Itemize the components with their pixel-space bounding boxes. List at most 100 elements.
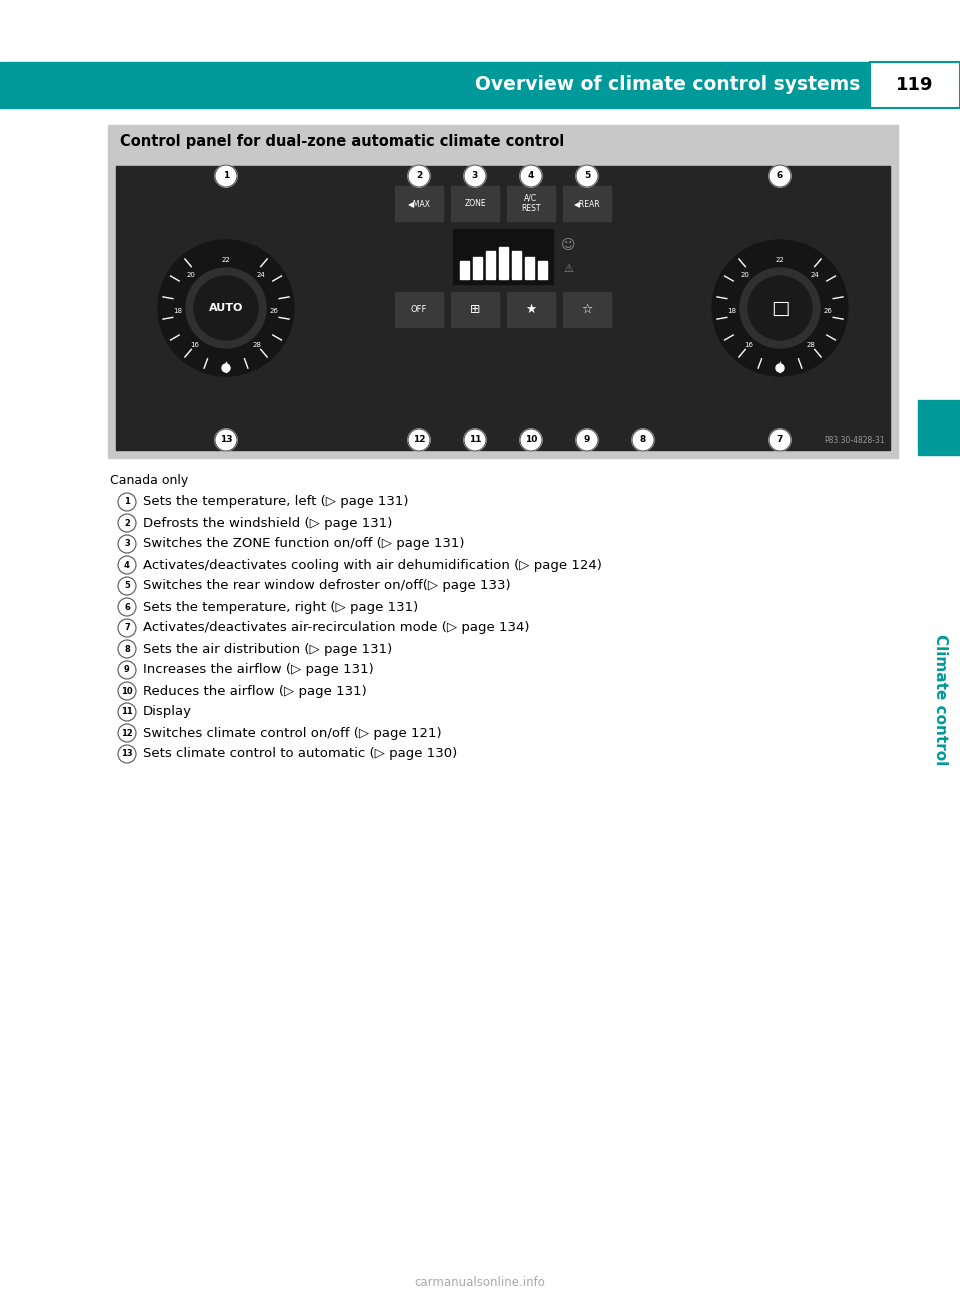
Text: 2: 2 [416,172,422,181]
Bar [108,158,898,458]
Circle shape [118,493,136,510]
Bar [507,292,555,327]
Text: Increases the airflow (▷ page 131): Increases the airflow (▷ page 131) [143,664,373,677]
Circle shape [464,428,486,450]
Bar [395,292,443,327]
Circle shape [118,598,136,616]
Text: 1: 1 [124,497,130,506]
Circle shape [118,618,136,637]
Text: ◀MAX: ◀MAX [407,199,430,208]
Circle shape [520,428,542,450]
Text: ZONE: ZONE [465,199,486,208]
Circle shape [520,165,542,187]
Bar [472,256,482,279]
Text: carmanualsonline.info: carmanualsonline.info [415,1276,545,1289]
Circle shape [748,276,812,340]
Text: 6: 6 [777,172,783,181]
Bar [512,251,520,279]
Text: □: □ [771,298,789,318]
Circle shape [712,240,848,376]
Bar [524,256,534,279]
Text: Defrosts the windshield (▷ page 131): Defrosts the windshield (▷ page 131) [143,517,393,530]
Text: Switches the rear window defroster on/off(▷ page 133): Switches the rear window defroster on/of… [143,579,511,592]
Text: 10: 10 [525,435,538,444]
Circle shape [118,724,136,742]
Circle shape [118,661,136,680]
Text: 28: 28 [252,341,261,348]
Text: Sets the temperature, right (▷ page 131): Sets the temperature, right (▷ page 131) [143,600,419,613]
Text: 1: 1 [223,172,229,181]
Circle shape [576,165,598,187]
Text: Activates/deactivates cooling with air dehumidification (▷ page 124): Activates/deactivates cooling with air d… [143,559,602,572]
Bar [498,247,508,279]
Text: Sets the air distribution (▷ page 131): Sets the air distribution (▷ page 131) [143,642,393,655]
Text: ◀REAR: ◀REAR [574,199,600,208]
Bar [870,62,960,108]
Text: 8: 8 [640,435,646,444]
Circle shape [528,178,534,184]
Bar [451,292,499,327]
Circle shape [118,514,136,533]
Text: AUTO: AUTO [209,303,243,312]
Text: Activates/deactivates air-recirculation mode (▷ page 134): Activates/deactivates air-recirculation … [143,621,530,634]
Circle shape [118,682,136,700]
Text: Control panel for dual-zone automatic climate control: Control panel for dual-zone automatic cl… [120,134,564,148]
Circle shape [776,365,784,372]
Circle shape [215,428,237,450]
Text: A/C
REST: A/C REST [521,194,540,214]
Text: 18: 18 [174,307,182,314]
Circle shape [186,268,266,348]
Text: 7: 7 [777,435,783,444]
Bar [451,186,499,221]
Text: 5: 5 [124,582,130,591]
Bar [0,62,870,108]
Circle shape [472,178,478,184]
Bar [116,165,890,450]
Text: 26: 26 [270,307,278,314]
Circle shape [118,535,136,553]
Bar [486,251,494,279]
Text: 119: 119 [897,76,934,94]
Text: 20: 20 [741,272,750,279]
Circle shape [118,577,136,595]
Text: Display: Display [143,706,192,719]
Circle shape [118,556,136,574]
Text: 11: 11 [468,435,481,444]
Text: Switches the ZONE function on/off (▷ page 131): Switches the ZONE function on/off (▷ pag… [143,538,465,551]
Bar [395,186,443,221]
Circle shape [408,428,430,450]
Text: 13: 13 [121,750,132,759]
Circle shape [118,641,136,658]
Text: 9: 9 [584,435,590,444]
Text: 4: 4 [528,172,534,181]
Bar [563,292,611,327]
Circle shape [464,165,486,187]
Circle shape [194,276,258,340]
Text: 16: 16 [191,341,200,348]
Bar [460,260,468,279]
Text: Climate control: Climate control [932,634,948,766]
Bar [453,229,553,284]
Circle shape [576,428,598,450]
Text: ⚠: ⚠ [563,263,573,273]
Circle shape [118,745,136,763]
Circle shape [158,240,294,376]
Text: 2: 2 [124,518,130,527]
Circle shape [408,165,430,187]
Text: Switches climate control on/off (▷ page 121): Switches climate control on/off (▷ page … [143,727,442,740]
Circle shape [222,365,230,372]
Circle shape [740,268,820,348]
Text: 5: 5 [584,172,590,181]
Text: 18: 18 [728,307,736,314]
Text: 13: 13 [220,435,232,444]
Text: Sets climate control to automatic (▷ page 130): Sets climate control to automatic (▷ pag… [143,747,457,760]
Circle shape [584,178,590,184]
Text: 12: 12 [121,729,132,737]
Circle shape [416,178,422,184]
Bar [507,186,555,221]
Text: 9: 9 [124,665,130,674]
Text: ⊞: ⊞ [469,303,480,316]
Text: 28: 28 [806,341,815,348]
Text: Sets the temperature, left (▷ page 131): Sets the temperature, left (▷ page 131) [143,496,409,509]
Text: Reduces the airflow (▷ page 131): Reduces the airflow (▷ page 131) [143,685,367,698]
